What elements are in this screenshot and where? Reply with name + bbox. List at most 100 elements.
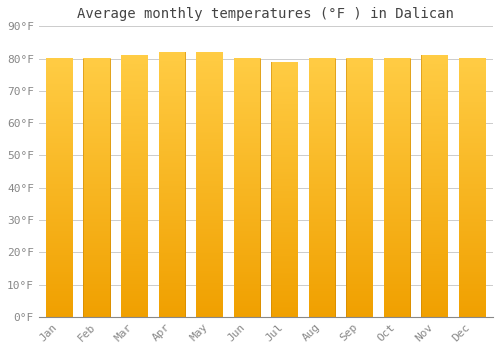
Bar	[308, 143, 336, 145]
Bar	[196, 211, 223, 213]
Bar	[308, 287, 336, 289]
Bar	[308, 60, 336, 62]
Bar	[346, 115, 374, 117]
Bar	[121, 266, 148, 268]
Bar	[46, 129, 73, 131]
Bar	[84, 231, 110, 232]
Bar	[84, 62, 110, 64]
Bar	[384, 313, 411, 315]
Bar	[271, 271, 298, 273]
Bar	[384, 126, 411, 127]
Bar	[196, 93, 223, 94]
Bar	[346, 201, 374, 203]
Bar	[46, 248, 73, 250]
Bar	[271, 247, 298, 249]
Bar	[84, 100, 110, 101]
Bar	[234, 199, 260, 202]
Bar	[422, 149, 448, 151]
Bar	[158, 225, 186, 227]
Bar	[158, 304, 186, 306]
Bar	[158, 114, 186, 116]
Bar	[384, 289, 411, 291]
Bar	[234, 188, 260, 189]
Bar	[459, 110, 486, 112]
Bar	[158, 209, 186, 211]
Bar	[384, 208, 411, 210]
Bar	[271, 184, 298, 186]
Bar	[121, 285, 148, 287]
Bar	[234, 182, 260, 184]
Bar	[459, 112, 486, 114]
Bar	[84, 72, 110, 74]
Bar	[459, 205, 486, 206]
Bar	[459, 315, 486, 317]
Bar	[196, 299, 223, 301]
Bar	[121, 80, 148, 82]
Bar	[196, 163, 223, 165]
Bar	[196, 181, 223, 183]
Bar	[384, 305, 411, 307]
Bar	[422, 186, 448, 188]
Bar	[384, 275, 411, 277]
Bar	[384, 139, 411, 141]
Bar	[459, 310, 486, 312]
Bar	[459, 64, 486, 65]
Bar	[271, 172, 298, 174]
Bar	[196, 198, 223, 200]
Bar	[459, 136, 486, 138]
Bar	[346, 141, 374, 143]
Bar	[196, 195, 223, 197]
Bar	[234, 145, 260, 146]
Bar	[121, 111, 148, 113]
Bar	[121, 240, 148, 242]
Bar	[308, 76, 336, 77]
Bar	[271, 239, 298, 240]
Bar	[271, 211, 298, 213]
Bar	[158, 239, 186, 241]
Bar	[46, 236, 73, 238]
Bar	[46, 258, 73, 260]
Bar	[384, 257, 411, 258]
Bar	[121, 182, 148, 184]
Bar	[346, 65, 374, 67]
Bar	[422, 151, 448, 153]
Bar	[384, 114, 411, 116]
Bar	[196, 205, 223, 208]
Bar	[308, 305, 336, 307]
Bar	[308, 248, 336, 250]
Bar	[384, 84, 411, 86]
Bar	[459, 243, 486, 245]
Bar	[234, 287, 260, 289]
Bar	[121, 203, 148, 205]
Bar	[459, 114, 486, 116]
Bar	[234, 195, 260, 196]
Bar	[234, 272, 260, 274]
Bar	[459, 58, 486, 60]
Bar	[196, 146, 223, 147]
Bar	[158, 70, 186, 71]
Bar	[234, 62, 260, 64]
Bar	[84, 205, 110, 206]
Bar	[234, 208, 260, 210]
Bar	[158, 198, 186, 200]
Bar	[84, 77, 110, 79]
Bar	[308, 103, 336, 105]
Bar	[121, 69, 148, 71]
Bar	[271, 79, 298, 80]
Bar	[121, 116, 148, 118]
Bar	[234, 296, 260, 298]
Bar	[459, 76, 486, 77]
Bar	[196, 283, 223, 285]
Bar	[158, 204, 186, 206]
Bar	[459, 222, 486, 224]
Bar	[346, 214, 374, 215]
Bar	[308, 189, 336, 191]
Bar	[459, 219, 486, 220]
Bar	[196, 260, 223, 262]
Bar	[196, 248, 223, 250]
Bar	[196, 133, 223, 135]
Bar	[158, 167, 186, 169]
Bar	[84, 177, 110, 179]
Bar	[46, 214, 73, 215]
Bar	[234, 306, 260, 308]
